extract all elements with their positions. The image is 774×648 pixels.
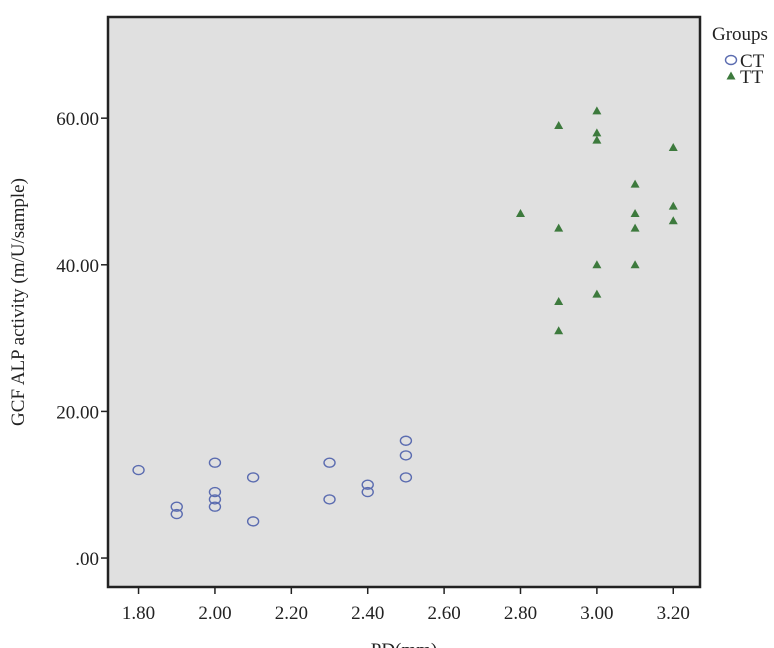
point [554, 326, 564, 335]
y-tick-label: 60.00 [56, 109, 99, 130]
point [361, 486, 374, 498]
legend-marker [724, 54, 738, 66]
point [668, 216, 678, 225]
x-tick-label: 2.20 [275, 603, 308, 624]
point [554, 223, 564, 232]
point [668, 142, 678, 151]
point [399, 472, 413, 483]
y-tick-label: .00 [75, 549, 99, 570]
point [208, 486, 222, 498]
x-axis-label: PD(mm) [371, 640, 438, 648]
x-tick-label: 3.00 [580, 603, 613, 624]
legend-label: CT [740, 51, 765, 72]
point [592, 135, 602, 144]
point [208, 457, 222, 468]
point [554, 121, 564, 130]
point [246, 516, 260, 527]
point [132, 464, 145, 476]
point [208, 501, 222, 512]
point [592, 289, 602, 298]
point [592, 128, 602, 137]
y-tick-label: 40.00 [56, 256, 99, 277]
x-tick-label: 2.60 [427, 603, 460, 624]
point [246, 472, 260, 483]
point [170, 508, 183, 520]
point [668, 201, 678, 210]
point [554, 296, 564, 305]
point [592, 106, 602, 115]
x-tick-label: 2.80 [504, 603, 537, 624]
plot-area [106, 15, 702, 589]
y-axis-label: GCF ALP activity (m/U/sample) [8, 178, 29, 426]
x-tick-label: 3.20 [657, 603, 690, 624]
x-tick-label: 2.40 [351, 603, 384, 624]
point [323, 494, 336, 505]
legend-title: Groups [712, 24, 768, 45]
point [170, 501, 183, 512]
point [399, 450, 413, 461]
x-tick-label: 1.80 [122, 603, 155, 624]
point [630, 208, 640, 217]
point [592, 260, 602, 269]
legend-marker [726, 71, 736, 80]
point [208, 494, 222, 505]
point [630, 223, 640, 232]
point [515, 208, 525, 217]
legend-label: TT [740, 67, 764, 88]
x-tick-label: 2.00 [198, 603, 231, 624]
point [399, 435, 413, 446]
point [630, 179, 640, 188]
y-tick-label: 20.00 [56, 402, 99, 423]
point [323, 457, 336, 468]
point [361, 479, 374, 490]
point [630, 260, 640, 269]
